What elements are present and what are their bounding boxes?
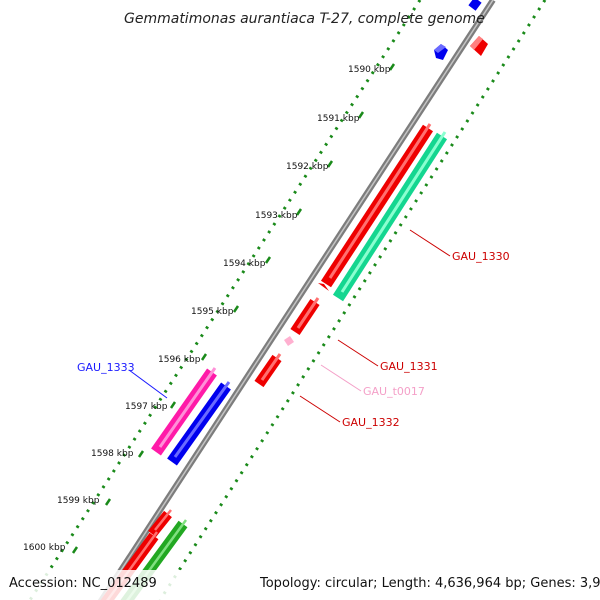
red-feature-top	[470, 36, 488, 56]
gene-labels: GAU_1330 GAU_1331 GAU_t0017 GAU_1332 GAU…	[77, 250, 510, 429]
label-GAU_1332[interactable]: GAU_1332	[342, 416, 400, 429]
kbp-tick	[71, 546, 79, 554]
kbp-label: 1592 kbp	[286, 162, 329, 172]
kbp-label: 1596 kbp	[158, 355, 201, 365]
topology-summary: Topology: circular; Length: 4,636,964 bp…	[259, 576, 600, 591]
label-GAU_t0017[interactable]: GAU_t0017	[363, 385, 425, 398]
gene-GAU_1330[interactable]	[318, 123, 434, 291]
backbone	[97, 0, 496, 600]
kbp-tick	[169, 401, 177, 409]
gene-GAU_1331[interactable]	[290, 297, 320, 336]
kbp-tick	[357, 111, 365, 119]
leader-GAU_1332	[299, 395, 341, 423]
kbp-tick	[137, 450, 145, 458]
label-GAU_1333[interactable]: GAU_1333	[77, 361, 135, 374]
kbp-label: 1598 kbp	[91, 449, 134, 459]
kbp-label: 1597 kbp	[125, 402, 168, 412]
kbp-label: 1600 kbp	[23, 543, 66, 553]
kbp-label: 1595 kbp	[191, 307, 234, 317]
kbp-tick	[295, 208, 303, 216]
gene-GAU_1332[interactable]	[254, 353, 282, 388]
kbp-label: 1593 kbp	[255, 211, 298, 221]
kbp-label: 1590 kbp	[348, 65, 391, 75]
kbp-label: 1591 kbp	[317, 114, 360, 124]
blue-feature-long[interactable]	[167, 381, 231, 466]
red-feature-bottom-short[interactable]	[148, 509, 172, 538]
label-GAU_1330[interactable]: GAU_1330	[452, 250, 510, 263]
inner-tick-track	[158, 0, 547, 600]
kbp-tick	[326, 160, 334, 168]
accession-text: Accession: NC_012489	[9, 576, 157, 591]
leader-GAU_t0017	[320, 364, 362, 392]
gene-GAU_t0017[interactable]	[284, 336, 294, 346]
kbp-tick	[264, 256, 272, 264]
leader-GAU_1331	[337, 339, 379, 367]
gene-GAU_1333[interactable]	[151, 367, 217, 456]
kbp-tick	[104, 498, 112, 506]
blue-feature-small	[434, 44, 448, 60]
kbp-tick	[232, 305, 240, 313]
leader-GAU_1333	[128, 369, 168, 399]
kbp-label: 1594 kbp	[223, 259, 266, 269]
kbp-scale: 1590 kbp 1591 kbp 1592 kbp 1593 kbp 1594…	[23, 63, 396, 554]
outer-tick-track	[28, 0, 422, 600]
label-GAU_1331[interactable]: GAU_1331	[380, 360, 438, 373]
kbp-label: 1599 kbp	[57, 496, 100, 506]
kbp-tick	[200, 353, 208, 361]
kbp-tick	[388, 63, 396, 71]
blue-feature-top	[468, 0, 482, 11]
mint-feature[interactable]	[332, 131, 448, 302]
footer-bar	[0, 570, 600, 600]
leader-GAU_1330	[409, 229, 451, 257]
leader-lines	[128, 229, 451, 423]
map-title: Gemmatimonas aurantiaca T-27, complete g…	[124, 11, 485, 27]
